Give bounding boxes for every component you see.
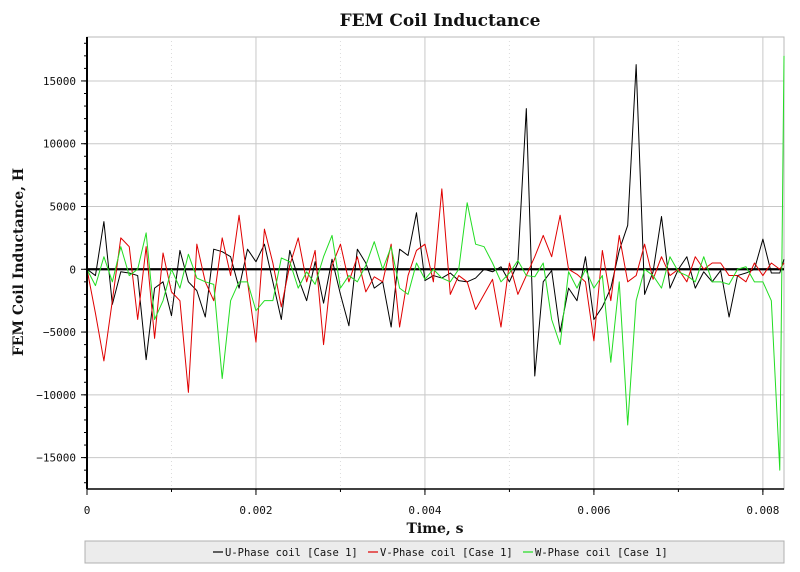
x-tick-label: 0 <box>84 504 91 517</box>
y-tick-label: 10000 <box>43 138 76 151</box>
series-line-1 <box>86 64 785 377</box>
series-lines <box>86 55 785 471</box>
x-tick-label: 0.004 <box>408 504 441 517</box>
series-line-2 <box>86 188 785 393</box>
y-tick-label: 15000 <box>43 75 76 88</box>
y-axis-title: FEM Coil Inductance, H <box>11 168 27 356</box>
x-axis-title: Time, s <box>406 521 463 537</box>
y-tick-label: −15000 <box>36 452 76 465</box>
legend-label-3: W-Phase coil [Case 1] <box>535 547 668 559</box>
y-tick-label: 0 <box>69 263 76 276</box>
y-tick-labels: 15000 10000 5000 0 −5000 −10000 −15000 <box>36 75 76 465</box>
y-tick-label: −5000 <box>43 326 76 339</box>
grid-lines <box>87 37 784 489</box>
chart-title: FEM Coil Inductance <box>340 11 541 31</box>
x-tick-label: 0.006 <box>577 504 610 517</box>
x-tick-label: 0.008 <box>746 504 779 517</box>
series-line-3 <box>86 55 785 471</box>
legend: U-Phase coil [Case 1] V-Phase coil [Case … <box>84 540 785 564</box>
legend-label-2: V-Phase coil [Case 1] <box>380 547 513 559</box>
x-tick-labels: 0 0.002 0.004 0.006 0.008 <box>84 504 780 517</box>
x-tick-label: 0.002 <box>239 504 272 517</box>
axes <box>81 37 784 495</box>
legend-box <box>84 540 785 564</box>
legend-label-1: U-Phase coil [Case 1] <box>225 547 358 559</box>
y-tick-label: −10000 <box>36 389 76 402</box>
y-tick-label: 5000 <box>50 201 77 214</box>
